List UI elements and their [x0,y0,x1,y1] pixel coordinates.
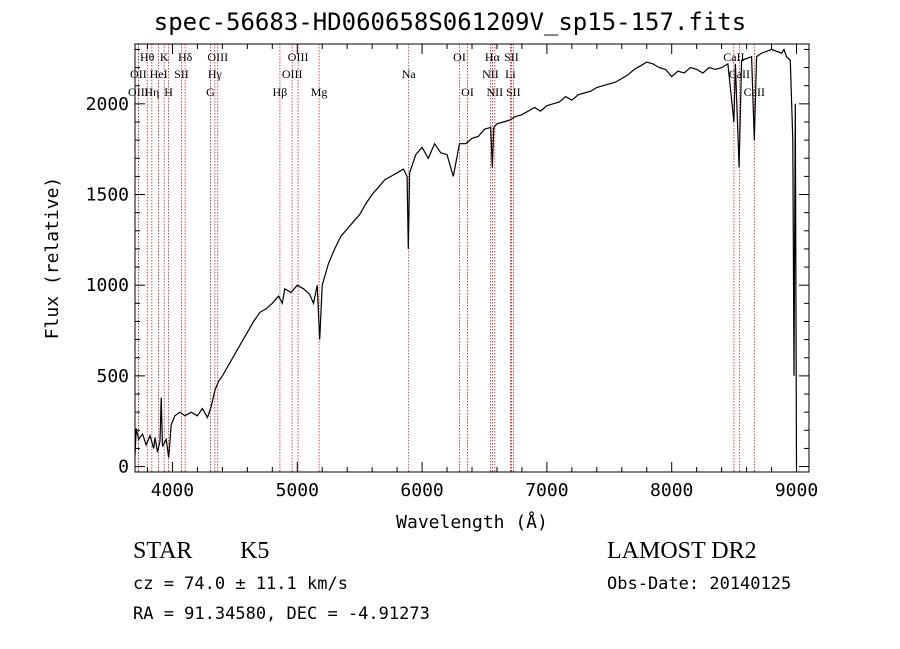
y-tick-label: 500 [96,366,129,387]
x-tick-label: 8000 [650,480,693,501]
line-label: Hδ [178,50,193,64]
line-label: H [164,85,173,99]
spectrum-line [134,48,798,467]
line-markers [137,44,755,472]
x-axis-label: Wavelength (Å) [396,511,548,533]
plot-frame [134,43,810,473]
line-label: Hθ [140,50,155,64]
line-label: SII [174,67,189,81]
x-tick-label: 4000 [151,480,194,501]
line-label: Hα [485,50,501,64]
y-axis-label: Flux (relative) [42,177,63,340]
x-tick-label: 7000 [525,480,568,501]
line-label: NII [487,85,504,99]
line-label: CaII [729,67,750,81]
line-label: Hγ [208,67,223,81]
survey-name: LAMOST DR2 [607,538,757,564]
line-labels: Hθ OII OIII K HeI Hη H Hδ SII OIII Hγ G Hβ OIII OIII Mg… [128,50,765,99]
x-tick-label: 5000 [276,480,319,501]
y-tick-label: 1500 [86,185,129,206]
coordinates: RA = 91.34580, DEC = -4.91273 [133,604,430,624]
line-label: OIII [282,67,303,81]
redshift-velocity: cz = 74.0 ± 11.1 km/s [133,574,348,594]
line-label: Mg [311,85,328,99]
object-class: STAR [133,538,193,564]
chart-title: spec-56683-HD060658S061209V_sp15-157.fit… [153,8,747,36]
line-label: OIII [128,85,149,99]
line-label: OI [453,50,466,64]
line-label: G [206,85,215,99]
y-tick-label: 0 [118,457,129,478]
line-label: SII [506,85,521,99]
axis-ticks: 4000 5000 6000 7000 8000 9000 0 500 1000 1500 2000 [86,44,818,501]
line-label: OI [461,85,474,99]
x-tick-label: 6000 [400,480,443,501]
line-label: K [160,50,169,64]
line-label: OII [130,67,147,81]
object-subclass: K5 [240,538,270,564]
line-label: CaII [744,85,765,99]
line-label: Hβ [273,85,288,99]
line-label: Hη [144,85,159,99]
line-label: OIII [288,50,309,64]
line-label: CaII [723,50,744,64]
observation-date: Obs-Date: 20140125 [607,574,792,594]
line-label: Li [505,67,516,81]
line-label: OIII [207,50,228,64]
y-tick-label: 2000 [86,94,129,115]
line-label: Na [402,67,417,81]
line-label: SII [504,50,519,64]
y-tick-label: 1000 [86,275,129,296]
x-tick-label: 9000 [775,480,818,501]
line-label: NII [482,67,499,81]
line-label: HeI [150,67,168,81]
